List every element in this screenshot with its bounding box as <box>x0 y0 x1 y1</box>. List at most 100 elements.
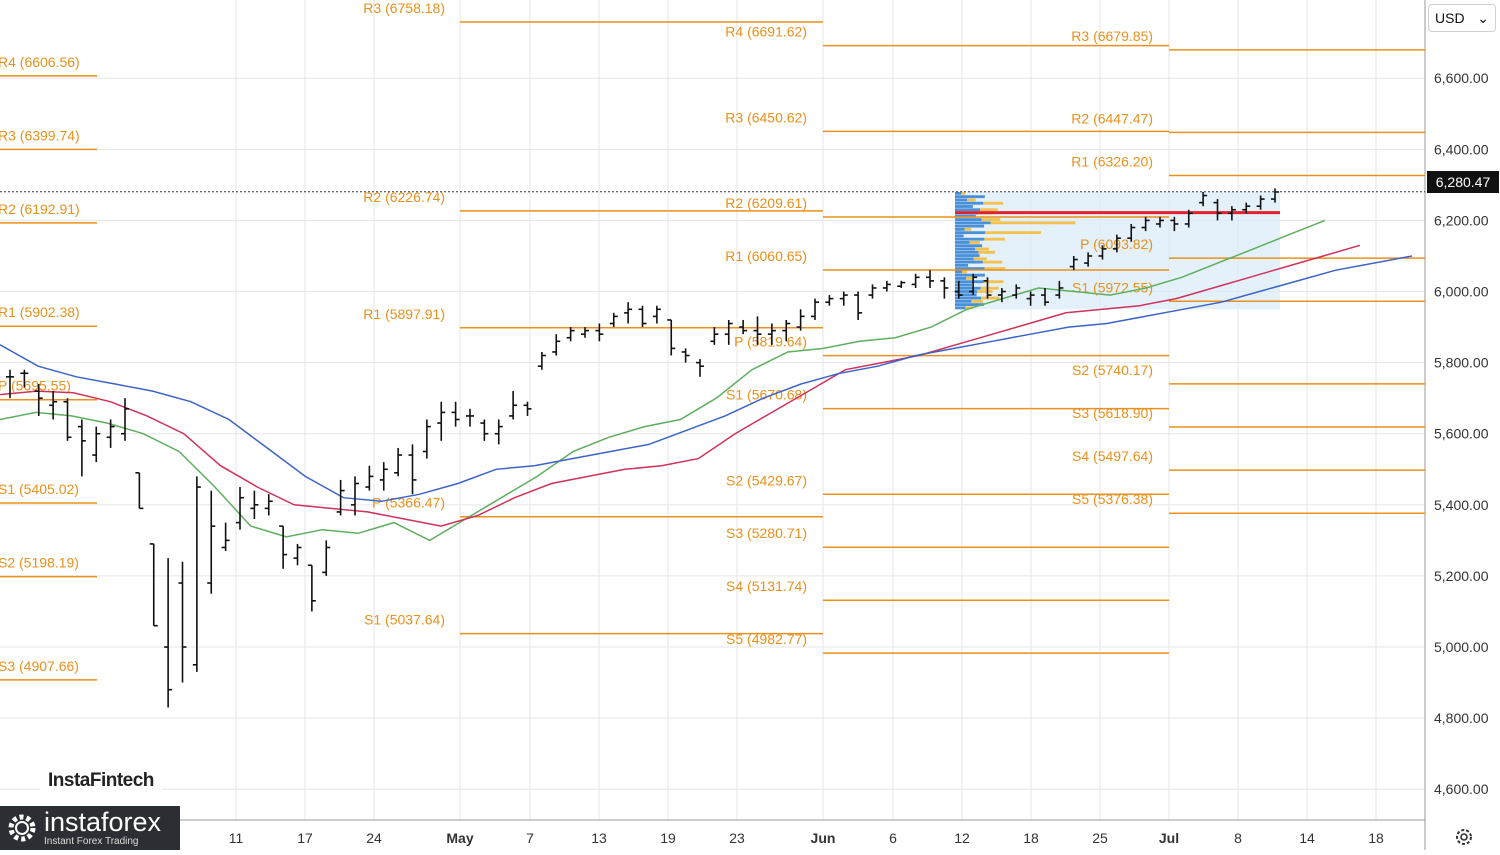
ohlc-bar <box>135 472 144 510</box>
ohlc-bar <box>351 476 359 516</box>
ohlc-bar <box>480 419 489 441</box>
pivot-level-label: S4 (5131.74) <box>726 578 807 594</box>
chevron-down-icon: ⌄ <box>1477 9 1489 26</box>
volume-profile-bar <box>955 263 969 267</box>
volume-profile-bar <box>955 198 968 202</box>
ohlc-bar <box>667 319 676 356</box>
volume-profile-bar <box>955 296 982 300</box>
volume-profile-bar <box>955 293 977 297</box>
volume-profile-bar <box>955 267 985 271</box>
pivot-level-label: P (5695.55) <box>0 378 71 394</box>
ohlc-bar <box>854 291 863 320</box>
y-tick-label: 6,600.00 <box>1434 70 1489 86</box>
volume-profile-bar <box>955 218 982 221</box>
y-tick-label: 5,400.00 <box>1434 497 1489 513</box>
ohlc-bar <box>811 298 819 320</box>
ohlc-bar <box>1199 191 1208 207</box>
ohlc-bar <box>1012 284 1021 299</box>
x-tick-label: 25 <box>1092 830 1108 846</box>
pivot-level-label: R2 (6192.91) <box>0 201 80 217</box>
ohlc-bar <box>681 348 690 363</box>
pivot-level-label: P (5366.47) <box>372 495 445 511</box>
x-tick-label: 13 <box>591 830 607 846</box>
ohlc-bar <box>1127 223 1136 242</box>
x-tick-label: 19 <box>660 830 676 846</box>
ohlc-bar <box>983 277 992 299</box>
ohlc-bar <box>1156 216 1164 228</box>
settings-gear-icon[interactable] <box>1453 826 1475 848</box>
ohlc-bar <box>20 369 29 388</box>
pivot-level-label: R3 (6679.85) <box>1071 28 1153 44</box>
volume-profile-bar <box>955 250 979 254</box>
volume-profile-bar <box>955 270 962 274</box>
ohlc-bar <box>1041 287 1049 306</box>
y-tick-label: 5,800.00 <box>1434 355 1489 371</box>
volume-profile-bar <box>984 267 1006 271</box>
currency-select[interactable]: USD ⌄ <box>1428 4 1496 32</box>
ohlc-bar <box>1084 252 1093 267</box>
volume-profile-bar <box>975 247 990 251</box>
volume-profile-bar <box>961 191 966 195</box>
ohlc-bar <box>178 561 187 683</box>
ohlc-bar <box>767 323 776 345</box>
ohlc-bar <box>1256 195 1265 210</box>
pivot-level-label: S5 (5376.38) <box>1072 491 1153 507</box>
volume-profile-bar <box>984 237 1005 241</box>
gear-icon <box>8 814 36 842</box>
ohlc-bar <box>192 476 201 672</box>
ohlc-bar <box>523 401 532 416</box>
volume-profile-bar <box>990 221 1076 225</box>
x-tick-label: 23 <box>729 830 745 846</box>
volume-profile-bar <box>966 277 975 280</box>
pivot-level-label: R1 (6326.20) <box>1071 154 1153 170</box>
volume-profile-bar <box>964 227 972 231</box>
volume-profile-bar <box>980 286 999 290</box>
pivot-level-label: S1 (5405.02) <box>0 481 79 497</box>
pivot-level-label: S1 (5037.64) <box>364 612 445 628</box>
volume-profile-bar <box>955 257 974 261</box>
ohlc-bar <box>250 490 259 520</box>
ohlc-bar <box>106 419 115 448</box>
x-tick-label: 12 <box>954 830 970 846</box>
current-price-badge: 6,280.47 <box>1427 171 1499 193</box>
ohlc-bar <box>1098 245 1107 260</box>
volume-profile-bar <box>980 208 998 212</box>
ohlc-bar <box>581 327 589 338</box>
volume-profile-bar <box>955 280 984 284</box>
ma-blue-line <box>0 255 1413 503</box>
pivot-level-label: R4 (6606.56) <box>0 54 80 70</box>
volume-profile-bar <box>955 283 972 287</box>
pivot-level-label: R1 (5897.91) <box>363 306 445 322</box>
ohlc-bar <box>1213 199 1222 221</box>
volume-profile-bar <box>955 247 976 251</box>
ohlc-bar <box>997 287 1006 303</box>
brand-watermark: InstaFintech <box>40 768 162 794</box>
pivot-level-label: R1 (6060.65) <box>725 248 807 264</box>
volume-profile-bar <box>981 296 1000 300</box>
ohlc-bar <box>609 312 618 328</box>
volume-profile-bar <box>978 250 995 254</box>
y-tick-label: 6,200.00 <box>1434 212 1489 228</box>
ohlc-bar <box>940 277 949 299</box>
currency-label: USD <box>1435 10 1465 26</box>
ohlc-bar <box>926 270 934 288</box>
ohlc-bar <box>322 540 331 576</box>
volume-profile-bar <box>955 205 973 208</box>
ohlc-bar <box>149 543 158 627</box>
ohlc-bar <box>365 465 374 491</box>
ohlc-bar <box>753 316 762 345</box>
volume-profile-bar <box>955 290 978 293</box>
x-tick-label: 8 <box>1234 830 1242 846</box>
volume-profile-bar <box>955 201 984 205</box>
ohlc-bar <box>34 383 43 416</box>
ohlc-bar <box>63 398 72 441</box>
volume-profile-bar <box>984 231 1041 235</box>
y-tick-label: 5,000.00 <box>1434 639 1489 655</box>
ohlc-bar <box>1055 280 1064 299</box>
ohlc-bar <box>509 391 518 420</box>
volume-profile-bar <box>955 224 985 228</box>
ohlc-bar <box>825 295 834 306</box>
x-tick-label: 17 <box>297 830 313 846</box>
